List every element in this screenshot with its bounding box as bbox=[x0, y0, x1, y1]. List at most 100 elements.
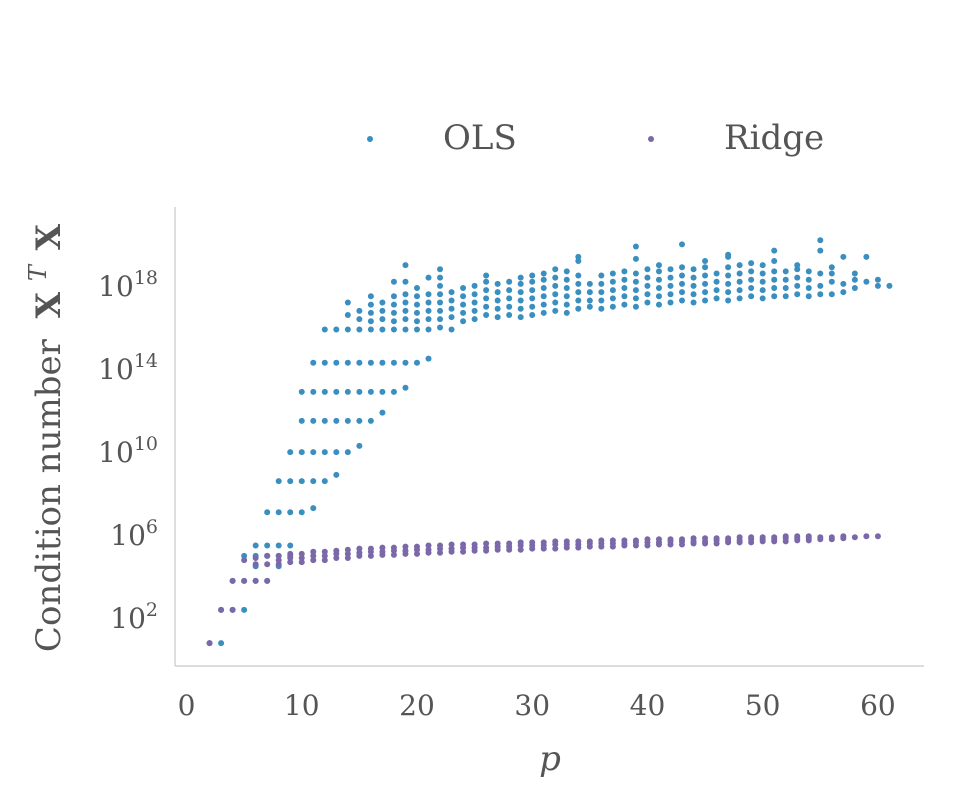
y-tick-exponent: 10 bbox=[134, 433, 158, 455]
ols-point bbox=[413, 293, 420, 300]
y-axis-title-math-tail: X bbox=[29, 223, 69, 250]
ols-point bbox=[690, 299, 697, 306]
ols-point bbox=[437, 274, 444, 281]
ols-point bbox=[632, 287, 639, 294]
ols-point bbox=[679, 297, 686, 304]
ridge-point bbox=[229, 577, 236, 584]
ols-point bbox=[367, 388, 374, 395]
ols-point bbox=[702, 264, 709, 271]
ols-point bbox=[494, 280, 501, 287]
ols-point bbox=[725, 297, 732, 304]
ols-point bbox=[609, 278, 616, 285]
ols-point bbox=[540, 293, 547, 300]
ridge-point bbox=[344, 546, 351, 553]
ols-point bbox=[264, 542, 271, 549]
ridge-point bbox=[794, 533, 801, 540]
ridge-point bbox=[287, 550, 294, 557]
ols-point bbox=[517, 314, 524, 321]
ols-point bbox=[437, 324, 444, 331]
ols-point bbox=[321, 326, 328, 333]
ols-point bbox=[817, 282, 824, 289]
ols-point bbox=[679, 272, 686, 279]
ols-point bbox=[390, 388, 397, 395]
ols-point bbox=[828, 278, 835, 285]
ols-point bbox=[563, 285, 570, 291]
ols-point bbox=[390, 293, 397, 300]
ridge-point bbox=[298, 550, 305, 557]
ridge-point bbox=[321, 548, 328, 555]
ridge-point bbox=[840, 533, 847, 540]
ols-point bbox=[413, 326, 420, 333]
ols-point bbox=[402, 299, 409, 306]
ols-point bbox=[782, 268, 789, 275]
ols-point bbox=[552, 266, 559, 273]
ridge-point bbox=[252, 555, 259, 561]
ols-point bbox=[586, 280, 593, 287]
ols-point bbox=[748, 293, 755, 300]
ols-point bbox=[575, 272, 582, 279]
ols-point bbox=[575, 258, 582, 264]
ols-point bbox=[655, 301, 662, 308]
ols-point bbox=[655, 293, 662, 300]
ols-point bbox=[344, 312, 351, 318]
ridge-point bbox=[298, 559, 305, 566]
ols-point bbox=[379, 307, 386, 314]
ols-point bbox=[298, 509, 305, 516]
x-tick-label: 20 bbox=[399, 689, 435, 722]
x-tick-label: 10 bbox=[284, 689, 320, 722]
ols-point bbox=[563, 268, 570, 275]
ols-point bbox=[771, 268, 778, 275]
ols-point bbox=[759, 278, 766, 285]
ridge-point bbox=[563, 538, 570, 545]
ols-point bbox=[494, 305, 501, 312]
ridge-point bbox=[552, 538, 559, 545]
ridge-point bbox=[748, 534, 755, 541]
ols-point bbox=[840, 289, 847, 296]
ridge-point bbox=[851, 534, 858, 541]
ridge-point bbox=[390, 551, 397, 558]
ols-point bbox=[402, 278, 409, 285]
ols-point bbox=[771, 247, 778, 254]
ols-point bbox=[425, 291, 432, 298]
ols-point bbox=[598, 272, 605, 279]
ols-point bbox=[437, 316, 444, 323]
ols-point bbox=[356, 388, 363, 395]
ols-point bbox=[506, 287, 513, 294]
ridge-point bbox=[782, 533, 789, 540]
ridge-point bbox=[632, 537, 639, 544]
ridge-point bbox=[863, 533, 870, 540]
ridge-point bbox=[460, 541, 467, 548]
ols-point bbox=[517, 305, 524, 312]
ridge-point bbox=[206, 640, 213, 647]
ols-point bbox=[448, 305, 455, 312]
ols-point bbox=[390, 309, 397, 316]
ridge-point bbox=[598, 537, 605, 544]
ols-point bbox=[494, 314, 501, 321]
ols-point bbox=[344, 388, 351, 395]
y-tick-label: 106 bbox=[110, 516, 158, 552]
ridge-point bbox=[644, 536, 651, 543]
ols-point bbox=[771, 285, 778, 291]
ols-point bbox=[402, 307, 409, 314]
ridge-point bbox=[655, 536, 662, 543]
ridge-point bbox=[390, 544, 397, 551]
y-axis-title-text: Condition number X T X bbox=[15, 223, 69, 652]
ols-point bbox=[748, 276, 755, 283]
ols-point bbox=[563, 293, 570, 300]
ridge-point bbox=[805, 533, 812, 540]
ols-point bbox=[287, 449, 294, 456]
ols-point bbox=[598, 280, 605, 287]
ols-point bbox=[448, 326, 455, 333]
ols-point bbox=[644, 274, 651, 281]
ridge-point bbox=[483, 540, 490, 547]
ridge-point bbox=[252, 561, 259, 568]
ols-point bbox=[367, 326, 374, 333]
ols-point bbox=[483, 303, 490, 310]
ols-point bbox=[759, 262, 766, 269]
ols-point bbox=[529, 287, 536, 294]
x-tick-label: 50 bbox=[745, 689, 781, 722]
ols-point bbox=[586, 289, 593, 296]
ols-point bbox=[552, 299, 559, 306]
